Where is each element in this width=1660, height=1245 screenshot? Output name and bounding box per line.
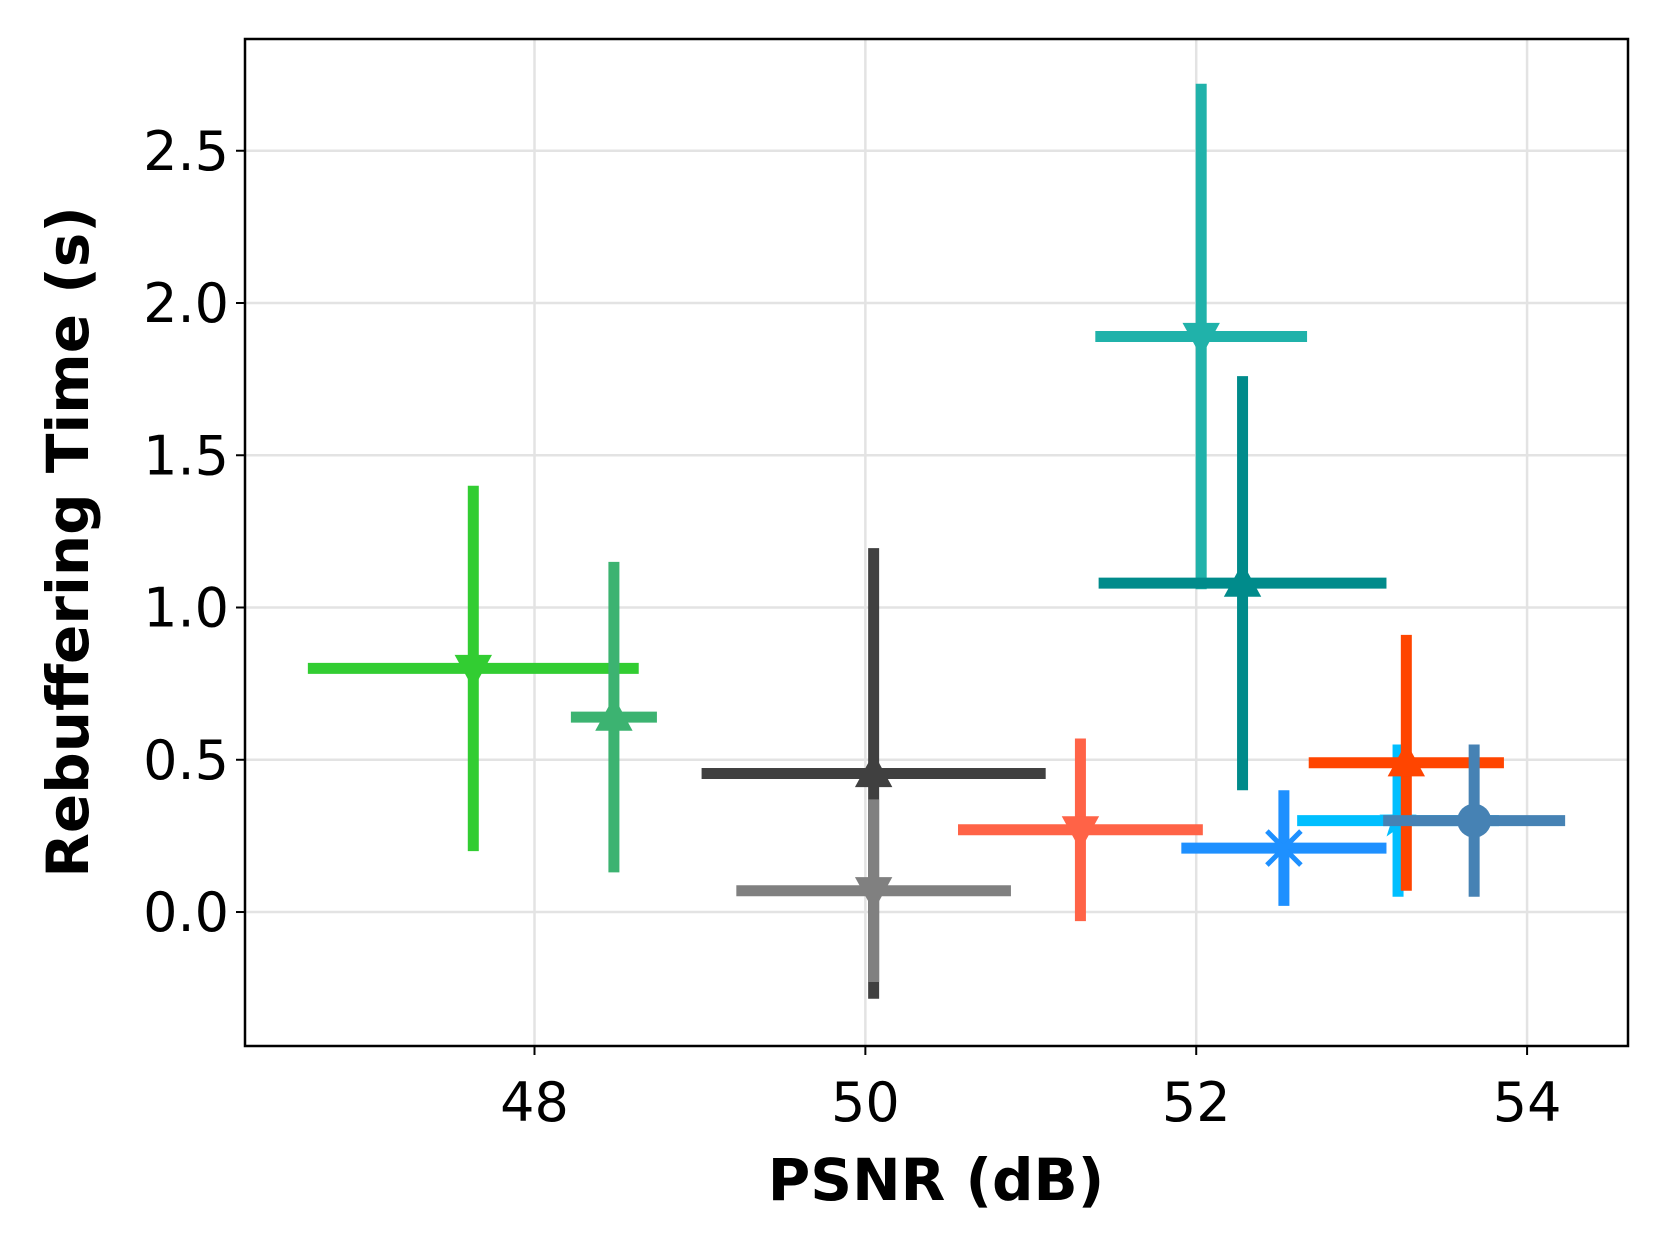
y-tick-label: 2.5 bbox=[143, 120, 229, 183]
marker bbox=[595, 696, 633, 731]
x-tick-label: 54 bbox=[1493, 1071, 1562, 1134]
marker bbox=[1061, 816, 1100, 851]
marker bbox=[1457, 803, 1492, 838]
marker bbox=[1265, 829, 1303, 867]
y-tick-label: 0.0 bbox=[143, 881, 229, 944]
x-tick-label: 52 bbox=[1162, 1071, 1231, 1134]
y-tick-label: 2.0 bbox=[143, 272, 229, 335]
y-axis-label: Rebuffering Time (s) bbox=[34, 206, 102, 878]
x-axis-label: PSNR (dB) bbox=[768, 1146, 1104, 1214]
x-tick-label: 48 bbox=[500, 1071, 569, 1134]
y-tick-label: 1.5 bbox=[143, 424, 229, 487]
marker bbox=[1182, 322, 1220, 357]
x-tick-label: 50 bbox=[831, 1071, 900, 1134]
y-tick-label: 1.0 bbox=[143, 577, 229, 640]
marker bbox=[1223, 562, 1262, 597]
marker bbox=[454, 654, 492, 689]
y-tick-label: 0.5 bbox=[143, 729, 229, 792]
marker bbox=[854, 877, 893, 912]
marker bbox=[1387, 742, 1426, 777]
marker bbox=[854, 753, 893, 788]
plot-frame bbox=[243, 37, 1630, 1048]
